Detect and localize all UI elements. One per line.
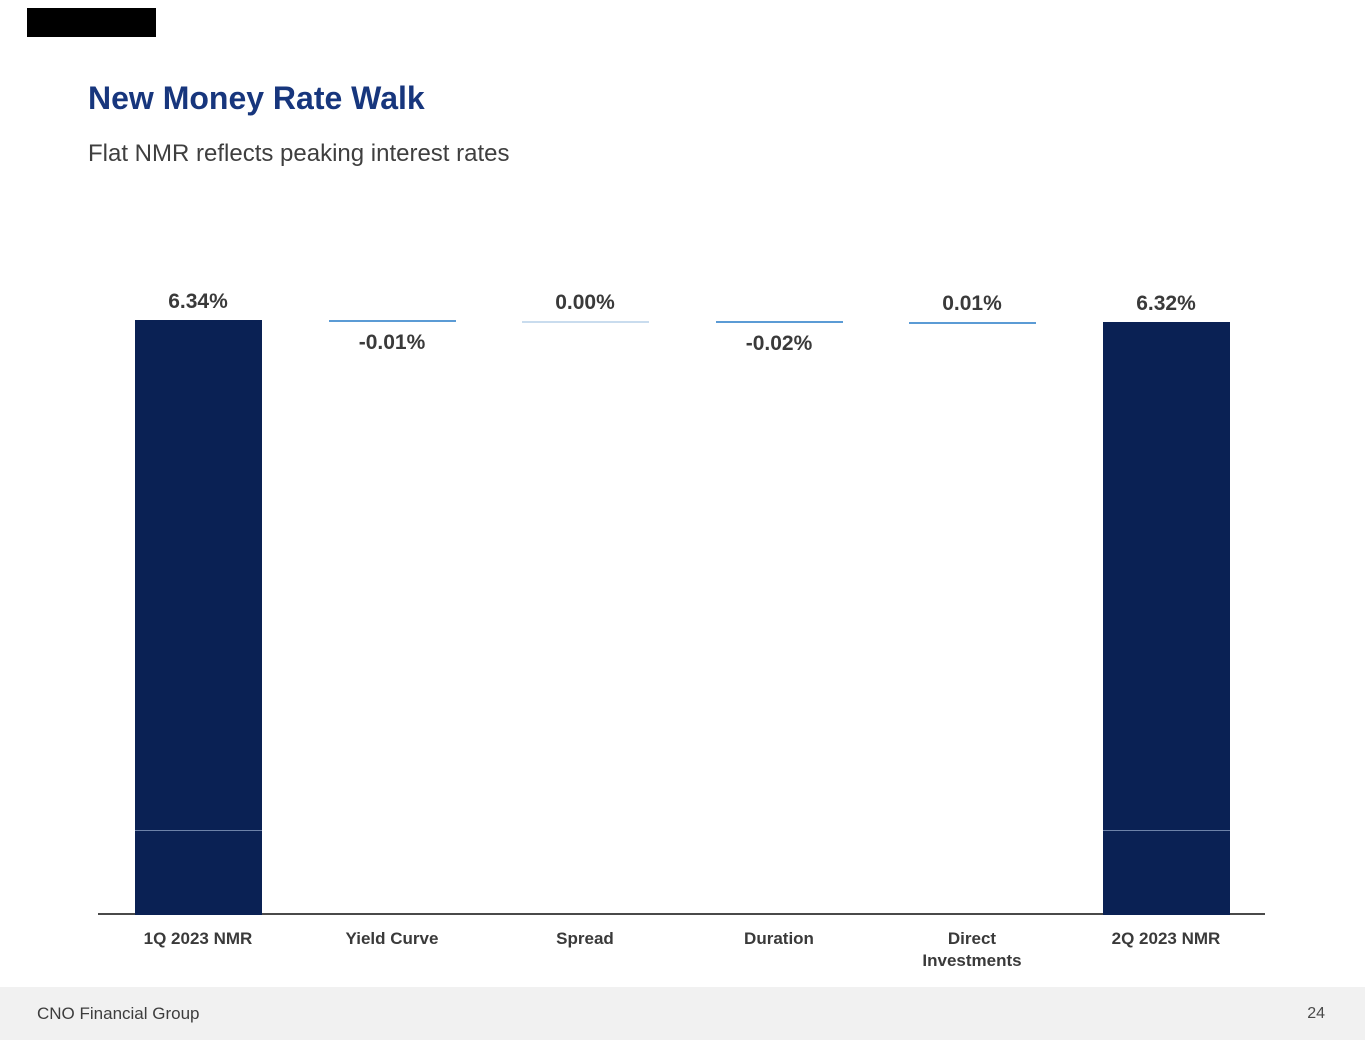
- category-label-2q-2023-nmr: 2Q 2023 NMR: [1111, 929, 1221, 948]
- delta-bar-spread: [521, 320, 649, 323]
- category-label-spread: Spread: [556, 929, 614, 948]
- category-label-1q-2023-nmr: 1Q 2023 NMR: [143, 929, 253, 948]
- page-subtitle: Flat NMR reflects peaking interest rates: [88, 140, 510, 167]
- x-axis-line: [98, 913, 1265, 915]
- logo-placeholder: [27, 8, 156, 37]
- footer-page-number: 24: [1307, 1004, 1325, 1022]
- value-label-duration: -0.02%: [745, 332, 813, 356]
- value-label-2q-2023-nmr: 6.32%: [1136, 291, 1196, 315]
- category-label-duration: Duration: [744, 929, 814, 948]
- footer-company: CNO Financial Group: [37, 1003, 200, 1023]
- total-bar-2q-2023-nmr: [1102, 321, 1230, 915]
- bar-segment-divider: [1102, 829, 1230, 831]
- footer-bar: CNO Financial Group 24: [0, 987, 1365, 1040]
- value-label-yield-curve: -0.01%: [358, 331, 426, 355]
- category-label-yield-curve: Yield Curve: [345, 929, 439, 948]
- value-label-1q-2023-nmr: 6.34%: [168, 290, 228, 313]
- delta-bar-duration: [715, 320, 843, 324]
- value-label-direct-investments: 0.01%: [942, 291, 1002, 315]
- delta-bar-direct-investments: [908, 321, 1036, 325]
- value-label-spread: 0.00%: [555, 290, 615, 314]
- page-title: New Money Rate Walk: [88, 80, 425, 116]
- category-label-direct-investments: Direct Investments: [922, 929, 1022, 970]
- total-bar-1q-2023-nmr: [134, 320, 262, 915]
- delta-bar-yield-curve: [328, 320, 456, 323]
- bar-segment-divider: [134, 830, 262, 831]
